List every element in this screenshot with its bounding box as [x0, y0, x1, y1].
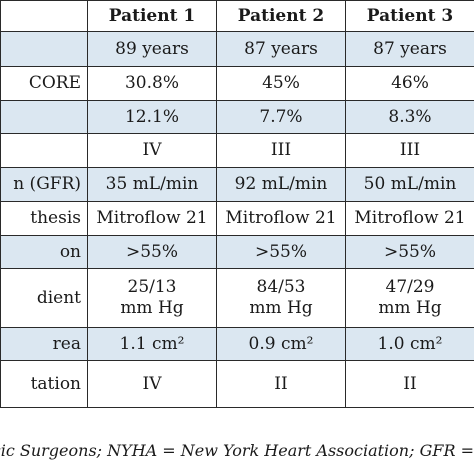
table-row: IV III III: [0, 133, 474, 168]
table-row: dient 25/13 mm Hg 84/53 mm Hg 47/29 mm H…: [0, 268, 474, 328]
table-cell: Mitroflow 21: [216, 201, 346, 236]
row-label: [0, 100, 88, 134]
row-label: rea: [0, 327, 88, 361]
table-cell: 46%: [345, 66, 474, 101]
header-cell-patient-2: Patient 2: [216, 0, 346, 32]
row-label: CORE: [0, 66, 88, 101]
header-cell-patient-1: Patient 1: [87, 0, 217, 32]
cell-line: 84/53: [256, 277, 306, 297]
table-cell: 47/29 mm Hg: [345, 268, 474, 328]
table-row: rea 1.1 cm² 0.9 cm² 1.0 cm²: [0, 327, 474, 361]
table-footnote: f Thoracic Surgeons; NYHA = New York Hea…: [0, 428, 474, 474]
header-row: Patient 1 Patient 2 Patient 3: [0, 0, 474, 32]
table-cell: 7.7%: [216, 100, 346, 134]
table-cell: III: [345, 133, 474, 168]
table-cell: 35 mL/min: [87, 167, 217, 202]
table-cell: >55%: [345, 235, 474, 269]
row-label: dient: [0, 268, 88, 328]
table-cell: 0.9 cm²: [216, 327, 346, 361]
table-cell: 50 mL/min: [345, 167, 474, 202]
cell-line: 25/13: [127, 277, 177, 297]
table-cell: 12.1%: [87, 100, 217, 134]
row-label: on: [0, 235, 88, 269]
row-label: tation: [0, 360, 88, 408]
footnote-text: f Thoracic Surgeons; NYHA = New York Hea…: [0, 441, 474, 460]
table-cell: 87 years: [345, 31, 474, 67]
table-cell: IV: [87, 133, 217, 168]
table-cell: 25/13 mm Hg: [87, 268, 217, 328]
table-cell: 8.3%: [345, 100, 474, 134]
table-row: n (GFR) 35 mL/min 92 mL/min 50 mL/min: [0, 167, 474, 202]
cell-line: mm Hg: [249, 298, 313, 318]
table-row: CORE 30.8% 45% 46%: [0, 66, 474, 101]
table-cell: 89 years: [87, 31, 217, 67]
row-label: [0, 133, 88, 168]
table-cell: >55%: [87, 235, 217, 269]
table-cell: 1.1 cm²: [87, 327, 217, 361]
table-cell: 84/53 mm Hg: [216, 268, 346, 328]
table-cell: III: [216, 133, 346, 168]
row-label: [0, 31, 88, 67]
table-cell: II: [216, 360, 346, 408]
table-cell: 87 years: [216, 31, 346, 67]
table-row: 89 years 87 years 87 years: [0, 31, 474, 67]
cell-line: mm Hg: [120, 298, 184, 318]
row-label: thesis: [0, 201, 88, 236]
table-cell: Mitroflow 21: [87, 201, 217, 236]
table-cell: 1.0 cm²: [345, 327, 474, 361]
table-cell: II: [345, 360, 474, 408]
row-label: n (GFR): [0, 167, 88, 202]
table-row: tation IV II II: [0, 360, 474, 408]
table-cell: >55%: [216, 235, 346, 269]
cell-line: mm Hg: [378, 298, 442, 318]
table-cell: 45%: [216, 66, 346, 101]
table-cell: IV: [87, 360, 217, 408]
table-row: 12.1% 7.7% 8.3%: [0, 100, 474, 134]
patient-comparison-table: Patient 1 Patient 2 Patient 3 89 years 8…: [0, 0, 474, 408]
table-cell: 92 mL/min: [216, 167, 346, 202]
table-row: thesis Mitroflow 21 Mitroflow 21 Mitrofl…: [0, 201, 474, 236]
cell-line: 47/29: [385, 277, 435, 297]
table-cell: Mitroflow 21: [345, 201, 474, 236]
header-cell-label: [0, 0, 88, 32]
header-cell-patient-3: Patient 3: [345, 0, 474, 32]
table-cell: 30.8%: [87, 66, 217, 101]
table-row: on >55% >55% >55%: [0, 235, 474, 269]
